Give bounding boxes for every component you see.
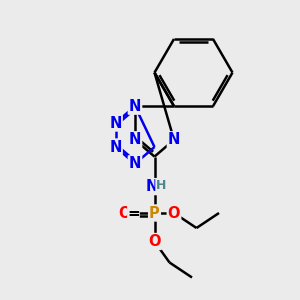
Text: O: O xyxy=(168,206,180,220)
Text: P: P xyxy=(149,206,160,220)
Text: O: O xyxy=(148,234,161,249)
Text: H: H xyxy=(156,179,166,192)
Text: N: N xyxy=(109,116,122,130)
Text: N: N xyxy=(145,179,158,194)
Text: N: N xyxy=(129,99,141,114)
Text: N: N xyxy=(168,132,180,147)
Text: N: N xyxy=(109,140,122,154)
Text: =: = xyxy=(127,206,140,220)
Text: N: N xyxy=(129,132,141,147)
Text: O: O xyxy=(118,206,131,220)
Text: N: N xyxy=(129,156,141,171)
